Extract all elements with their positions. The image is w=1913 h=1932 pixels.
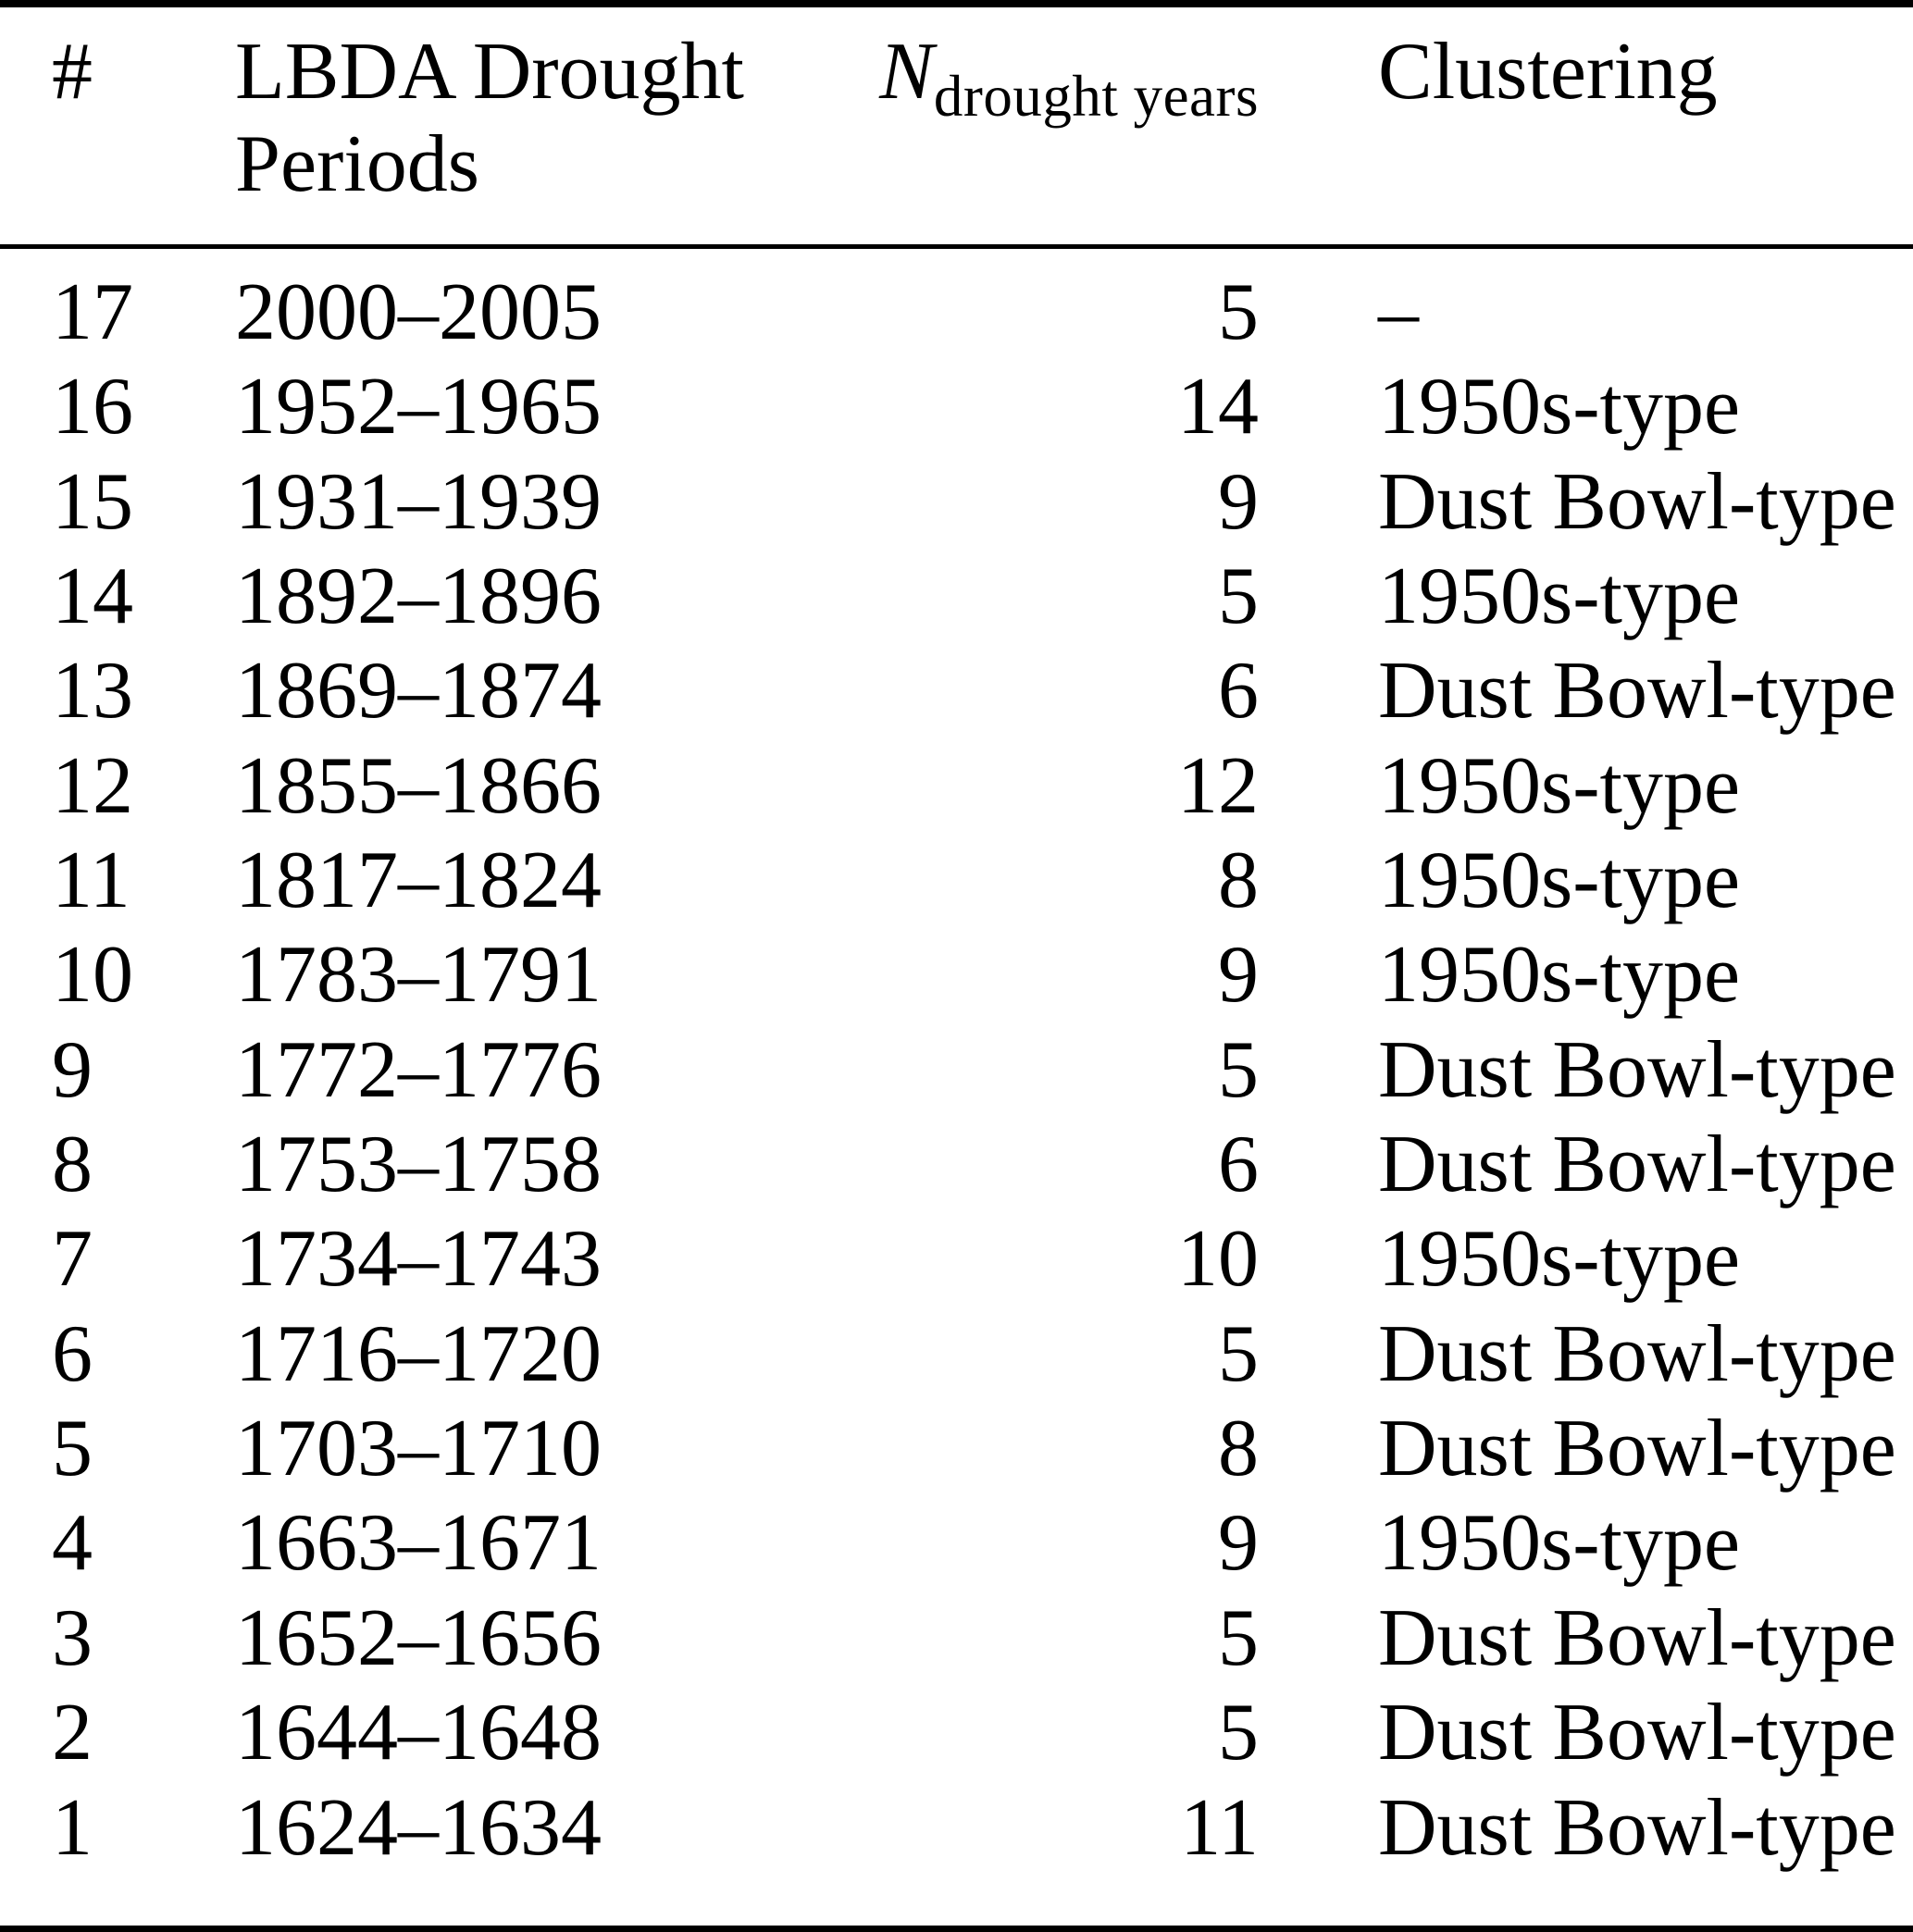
n-drought-years-value: 5 [1218,551,1259,642]
row-number: 17 [52,267,133,357]
clustering-type: Dust Bowl-type [1378,1688,1896,1778]
n-drought-years-value: 9 [1218,930,1259,1021]
row-number: 10 [52,930,133,1021]
row-number: 12 [52,740,133,831]
clustering-type: Dust Bowl-type [1378,1308,1896,1399]
n-drought-years-value: 10 [1177,1214,1259,1305]
row-number: 2 [52,1688,93,1778]
table-row: 10 1783–1791 9 1950s-type [0,928,1913,1022]
drought-period: 1772–1776 [235,1024,602,1115]
drought-period: 1703–1710 [235,1404,602,1494]
drought-period: 1931–1939 [235,456,602,547]
table-body: 17 2000–2005 5 – 16 1952–1965 14 1950s-t… [0,266,1913,1876]
n-drought-years-value: 14 [1177,362,1259,452]
table-row: 2 1644–1648 5 Dust Bowl-type [0,1686,1913,1780]
n-subscript: drought years [933,64,1259,129]
drought-period: 1817–1824 [235,836,602,926]
table-row: 13 1869–1874 6 Dust Bowl-type [0,644,1913,738]
drought-period: 1869–1874 [235,646,602,737]
header-clustering: Clustering [1378,27,1718,117]
row-number: 5 [52,1404,93,1494]
clustering-type: Dust Bowl-type [1378,1120,1896,1210]
n-drought-years-value: 11 [1180,1782,1259,1873]
row-number: 7 [52,1214,93,1305]
table-row: 9 1772–1776 5 Dust Bowl-type [0,1023,1913,1118]
n-drought-years-value: 5 [1218,1592,1259,1683]
table-header-rule [0,244,1913,249]
table-bottom-rule [0,1926,1913,1932]
clustering-type: 1950s-type [1378,1214,1741,1305]
drought-period: 1644–1648 [235,1688,602,1778]
n-drought-years-value: 5 [1218,1308,1259,1399]
n-drought-years-value: 9 [1218,456,1259,547]
n-drought-years-value: 5 [1218,1024,1259,1115]
table-row: 1 1624–1634 11 Dust Bowl-type [0,1781,1913,1876]
clustering-type: Dust Bowl-type [1378,1404,1896,1494]
drought-period: 1652–1656 [235,1592,602,1683]
table-row: 17 2000–2005 5 – [0,266,1913,360]
n-drought-years-value: 8 [1218,1404,1259,1494]
table-row: 8 1753–1758 6 Dust Bowl-type [0,1118,1913,1212]
row-number: 6 [52,1308,93,1399]
clustering-type: – [1378,267,1419,357]
header-number-column: # [52,27,93,117]
row-number: 15 [52,456,133,547]
table-top-rule [0,0,1913,7]
drought-period: 1892–1896 [235,551,602,642]
drought-period: 1716–1720 [235,1308,602,1399]
drought-period: 2000–2005 [235,267,602,357]
clustering-type: 1950s-type [1378,1498,1741,1589]
n-drought-years-value: 6 [1218,646,1259,737]
table-row: 6 1716–1720 5 Dust Bowl-type [0,1307,1913,1402]
row-number: 1 [52,1782,93,1873]
clustering-type: 1950s-type [1378,740,1741,831]
clustering-type: 1950s-type [1378,362,1741,452]
header-lbda-drought-periods: LBDA Drought Periods [235,27,744,209]
table-row: 7 1734–1743 10 1950s-type [0,1212,1913,1307]
drought-period: 1952–1965 [235,362,602,452]
clustering-type: 1950s-type [1378,551,1741,642]
n-drought-years-value: 5 [1218,1688,1259,1778]
n-drought-years-value: 9 [1218,1498,1259,1589]
header-n-drought-years: Ndrought years [846,26,1259,211]
table-row: 12 1855–1866 12 1950s-type [0,739,1913,834]
table-row: 15 1931–1939 9 Dust Bowl-type [0,455,1913,550]
n-drought-years-value: 6 [1218,1120,1259,1210]
drought-period: 1624–1634 [235,1782,602,1873]
n-drought-years-value: 8 [1218,836,1259,926]
table-row: 11 1817–1824 8 1950s-type [0,834,1913,928]
n-drought-years-value: 5 [1218,267,1259,357]
table-row: 5 1703–1710 8 Dust Bowl-type [0,1402,1913,1496]
drought-period: 1783–1791 [235,930,602,1021]
drought-period: 1855–1866 [235,740,602,831]
table-row: 14 1892–1896 5 1950s-type [0,550,1913,644]
table-row: 4 1663–1671 9 1950s-type [0,1496,1913,1591]
drought-period: 1734–1743 [235,1214,602,1305]
table-row: 16 1952–1965 14 1950s-type [0,360,1913,454]
clustering-type: 1950s-type [1378,836,1741,926]
clustering-type: Dust Bowl-type [1378,1782,1896,1873]
table-row: 3 1652–1656 5 Dust Bowl-type [0,1591,1913,1686]
row-number: 8 [52,1120,93,1210]
row-number: 11 [52,836,130,926]
n-drought-years-value: 12 [1177,740,1259,831]
row-number: 4 [52,1498,93,1589]
row-number: 3 [52,1592,93,1683]
clustering-type: Dust Bowl-type [1378,456,1896,547]
table-header-row: # LBDA Drought Periods Ndrought years Cl… [0,26,1913,211]
clustering-type: Dust Bowl-type [1378,646,1896,737]
clustering-type: Dust Bowl-type [1378,1024,1896,1115]
n-symbol: N [879,27,934,117]
drought-period: 1753–1758 [235,1120,602,1210]
clustering-type: Dust Bowl-type [1378,1592,1896,1683]
clustering-type: 1950s-type [1378,930,1741,1021]
row-number: 14 [52,551,133,642]
row-number: 16 [52,362,133,452]
row-number: 9 [52,1024,93,1115]
drought-period: 1663–1671 [235,1498,602,1589]
row-number: 13 [52,646,133,737]
